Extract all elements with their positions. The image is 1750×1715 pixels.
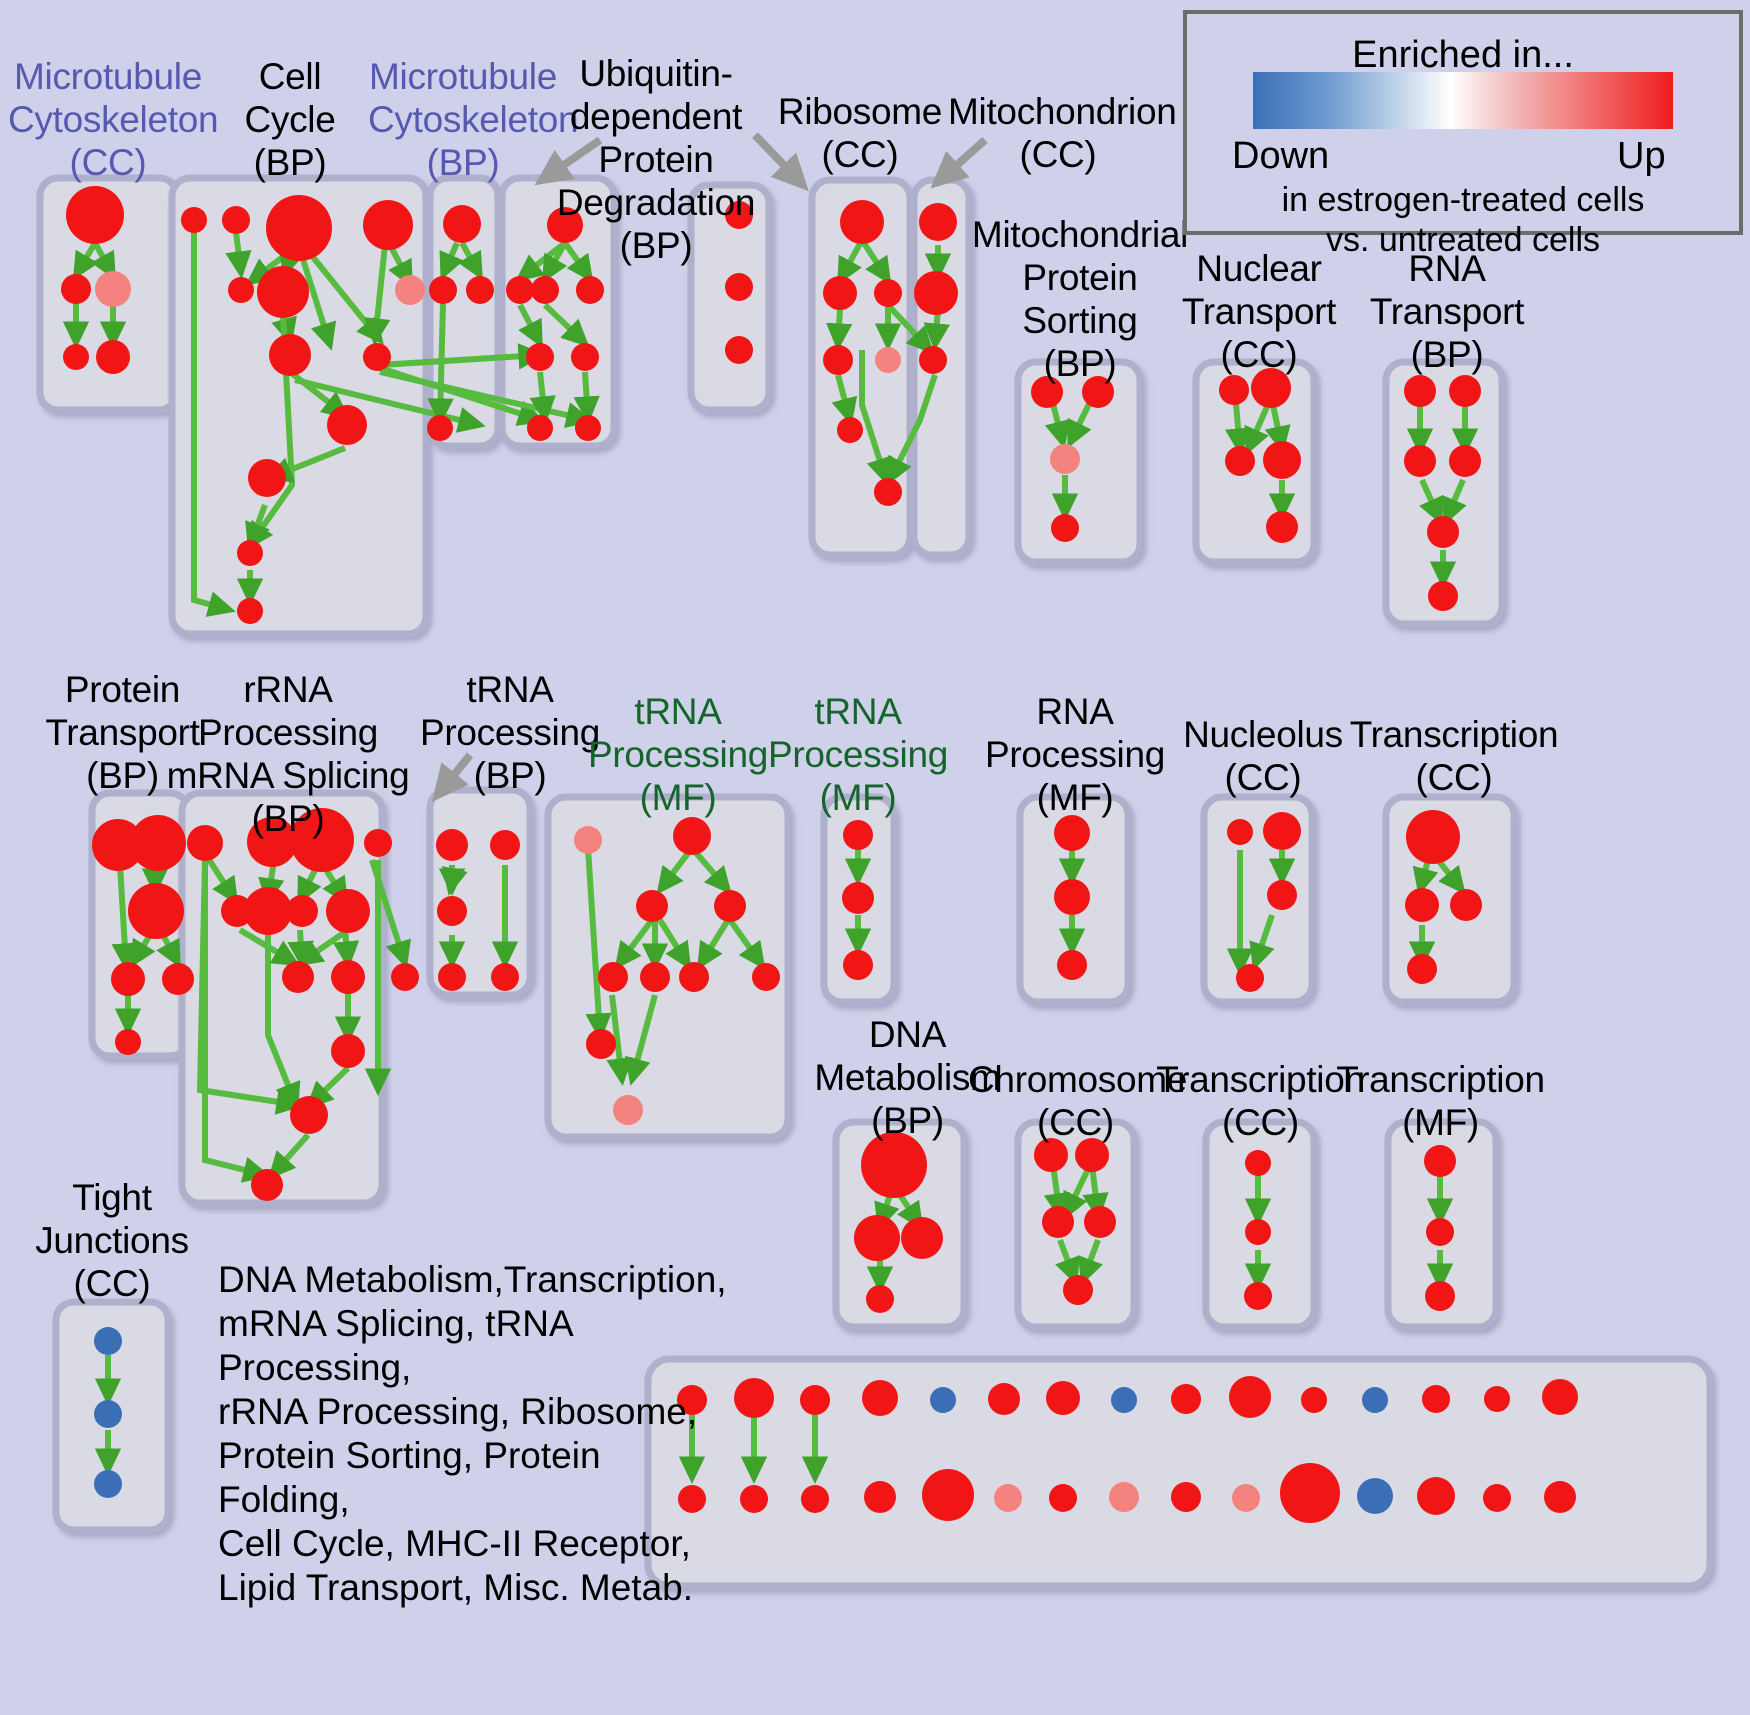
cluster-label-rna-transport-bp: RNA Transport (BP): [1369, 248, 1525, 375]
cluster-label-transcription-cc-2: Transcription (CC): [1156, 1059, 1365, 1143]
cluster-label-transcription-cc-1: Transcription (CC): [1349, 714, 1559, 798]
unclustered-terms-caption: DNA Metabolism,Transcription, mRNA Splic…: [218, 1259, 727, 1608]
legend-up-label: Up: [1617, 135, 1666, 177]
cluster-label-trna-processing-bp: tRNA Processing (BP): [420, 669, 601, 796]
cluster-label-mitochondrial-protein-sorting-bp: Mitochondrial Protein Sorting (BP): [971, 214, 1189, 384]
cluster-label-mitochondrion-cc: Mitochondrion (CC): [948, 91, 1177, 175]
cluster-label-dna-metabolism-bp: DNA Metabolism (BP): [814, 1014, 1001, 1141]
cluster-label-microtubule-cytoskeleton-bp: Microtubule Cytoskeleton (BP): [368, 56, 579, 183]
cluster-label-nuclear-transport-cc: Nuclear Transport (CC): [1181, 248, 1337, 375]
network-edges: [62, 231, 1479, 1485]
cluster-label-cell-cycle-bp: Cell Cycle (BP): [244, 56, 336, 183]
trna-processing-bp-pointer: [431, 752, 474, 802]
mitochondrion-pointer: [930, 137, 988, 189]
cluster-label-microtubule-cytoskeleton-cc: Microtubule Cytoskeleton (CC): [8, 56, 219, 183]
cluster-label-ubiquitin-protein-degradation-bp: Ubiquitin- dependent Protein Degradation…: [556, 53, 756, 266]
cluster-label-tight-junctions-cc: Tight Junctions (CC): [35, 1177, 189, 1304]
cluster-label-ribosome-cc: Ribosome (CC): [777, 91, 943, 175]
network-nodes: [61, 186, 1578, 1523]
legend-subtitle: in estrogen-treated cells vs. untreated …: [1281, 181, 1645, 259]
legend-gradient: [1253, 72, 1673, 129]
legend-down-label: Down: [1232, 135, 1330, 177]
cluster-label-protein-transport-bp: Protein Transport (BP): [45, 669, 200, 796]
legend-title: Enriched in...: [1352, 34, 1574, 76]
cluster-label-nucleolus-cc: Nucleolus (CC): [1183, 714, 1343, 798]
ubiquitin-pointer-right: [752, 132, 809, 192]
cluster-label-chromosome-cc: Chromosome (CC): [968, 1059, 1188, 1143]
cluster-label-trna-processing-mf-2: tRNA Processing (MF): [768, 691, 949, 818]
cluster-label-transcription-mf: Transcription (MF): [1336, 1059, 1545, 1143]
cluster-label-trna-processing-mf-1: tRNA Processing (MF): [588, 691, 769, 818]
cluster-label-rna-processing-mf: RNA Processing (MF): [985, 691, 1166, 818]
label-pointers: [431, 132, 988, 802]
ubiquitin-pointer: [534, 136, 603, 186]
cluster-label-rrna-mrna-splicing-bp: rRNA Processing mRNA Splicing (BP): [166, 669, 410, 839]
